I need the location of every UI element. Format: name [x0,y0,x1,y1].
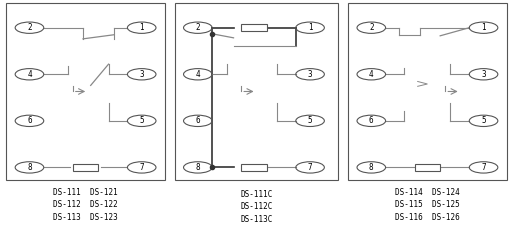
Text: 7: 7 [308,163,312,172]
Text: 2: 2 [195,23,200,32]
Text: 6: 6 [369,116,373,125]
Text: 8: 8 [369,163,373,172]
FancyBboxPatch shape [348,3,506,180]
Text: 3: 3 [140,70,144,79]
Text: 4: 4 [195,70,200,79]
Text: 2: 2 [369,23,373,32]
Text: 8: 8 [27,163,32,172]
Text: 1: 1 [308,23,312,32]
Text: 1: 1 [481,23,486,32]
Text: 2: 2 [27,23,32,32]
Text: 5: 5 [140,116,144,125]
Text: 7: 7 [481,163,486,172]
Text: 5: 5 [481,116,486,125]
Text: 3: 3 [308,70,312,79]
Text: 3: 3 [481,70,486,79]
Text: DS-114  DS-124
DS-115  DS-125
DS-116  DS-126: DS-114 DS-124 DS-115 DS-125 DS-116 DS-12… [395,188,460,222]
FancyBboxPatch shape [175,3,338,180]
FancyBboxPatch shape [7,3,165,180]
Text: 1: 1 [140,23,144,32]
FancyBboxPatch shape [241,25,267,31]
Text: 4: 4 [369,70,373,79]
Text: 6: 6 [27,116,32,125]
Text: 4: 4 [27,70,32,79]
Text: 6: 6 [195,116,200,125]
FancyBboxPatch shape [73,164,98,171]
FancyBboxPatch shape [241,164,267,171]
Text: DS-111C
DS-112C
DS-113C: DS-111C DS-112C DS-113C [240,190,273,224]
Text: 7: 7 [140,163,144,172]
Text: 8: 8 [195,163,200,172]
Text: 5: 5 [308,116,312,125]
Text: DS-111  DS-121
DS-112  DS-122
DS-113  DS-123: DS-111 DS-121 DS-112 DS-122 DS-113 DS-12… [53,188,118,222]
FancyBboxPatch shape [415,164,440,171]
